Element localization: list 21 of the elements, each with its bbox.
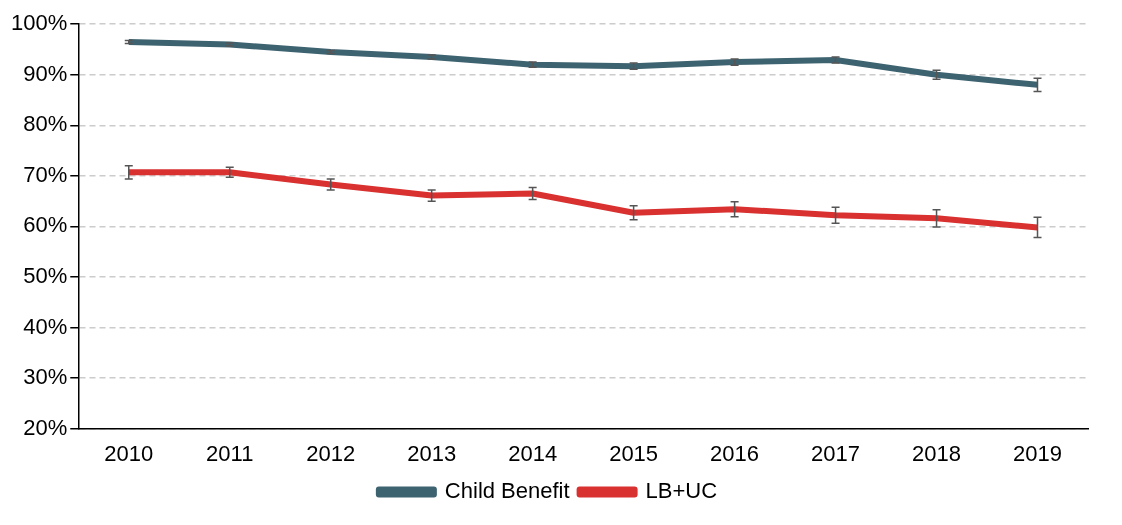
y-tick-label: 80% — [23, 111, 68, 137]
x-tick-label: 2012 — [306, 440, 356, 466]
x-tick-label: 2016 — [710, 440, 760, 466]
y-tick-label: 30% — [23, 364, 68, 390]
x-tick-label: 2011 — [206, 440, 254, 466]
x-tick-label: 2017 — [811, 440, 861, 466]
legend-label: LB+UC — [645, 478, 718, 504]
x-tick-label: 2013 — [407, 440, 457, 466]
y-tick-label: 90% — [23, 60, 68, 86]
y-tick-label: 50% — [23, 263, 68, 289]
x-tick-label: 2019 — [1013, 440, 1062, 466]
y-tick-label: 100% — [10, 10, 68, 36]
y-tick-label: 40% — [23, 313, 68, 339]
y-tick-label: 70% — [23, 161, 68, 187]
x-tick-label: 2014 — [508, 440, 558, 466]
x-tick-label: 2015 — [609, 440, 659, 466]
legend-label: Child Benefit — [444, 478, 570, 504]
x-tick-label: 2018 — [912, 440, 962, 466]
x-tick-label: 2010 — [104, 440, 154, 466]
y-tick-label: 60% — [23, 212, 68, 238]
y-tick-label: 20% — [23, 414, 68, 440]
